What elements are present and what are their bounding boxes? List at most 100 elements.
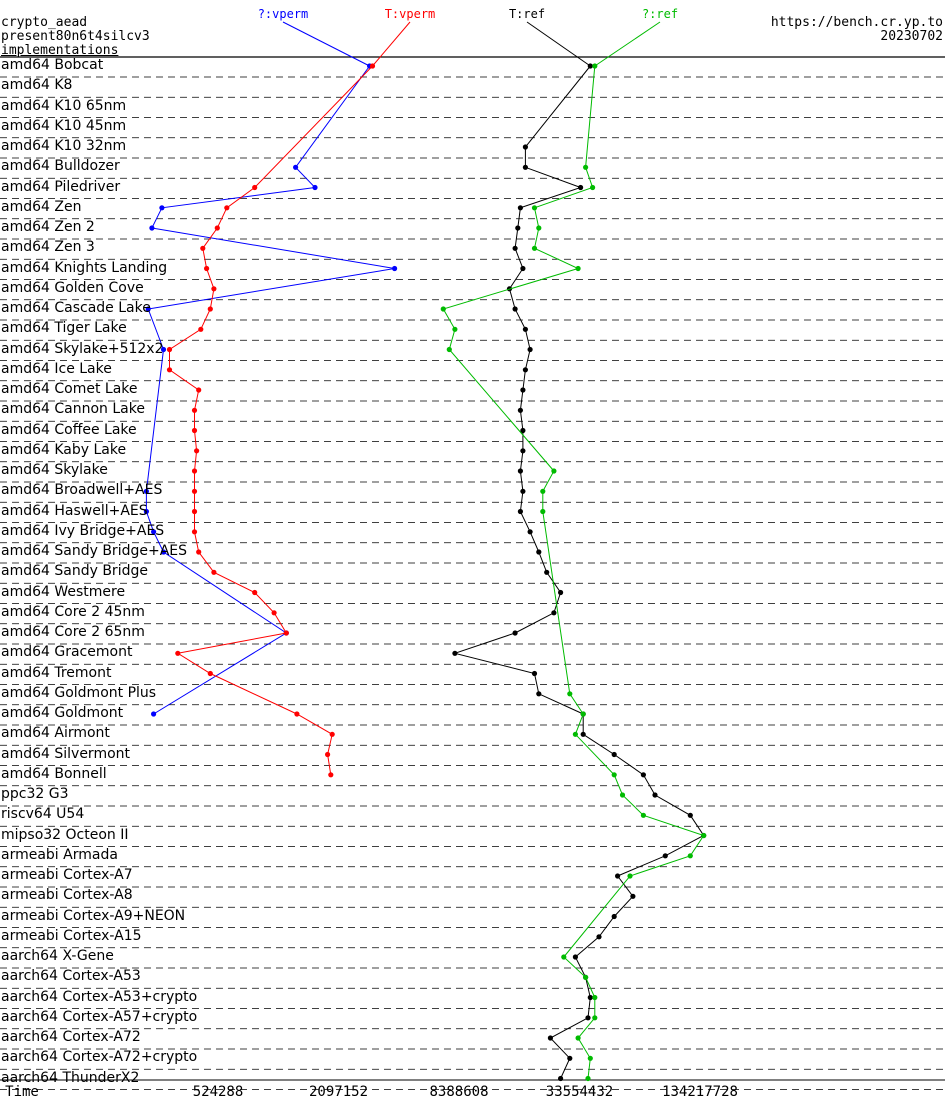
data-point xyxy=(252,589,258,596)
data-point xyxy=(652,792,658,798)
data-point xyxy=(567,691,573,697)
row-label: amd64 Cannon Lake xyxy=(1,401,145,418)
data-point xyxy=(191,468,198,474)
row-label: amd64 Coffee Lake xyxy=(1,421,137,438)
data-point xyxy=(517,407,524,413)
data-point xyxy=(630,893,636,899)
data-point xyxy=(166,346,173,353)
data-point xyxy=(558,589,564,596)
row-label: armeabi Armada xyxy=(1,846,118,863)
data-point xyxy=(517,468,524,474)
data-point xyxy=(522,144,529,150)
data-point xyxy=(196,387,202,393)
legend-connector xyxy=(594,21,661,67)
data-point xyxy=(536,225,542,231)
data-point xyxy=(536,549,542,555)
data-point xyxy=(151,529,157,535)
row-label: aarch64 Cortex-A72 xyxy=(1,1029,141,1045)
data-point xyxy=(587,994,593,1001)
data-point xyxy=(572,954,579,960)
data-point xyxy=(592,1015,598,1021)
legend-connector xyxy=(282,21,370,67)
row-label: aarch64 Cortex-A72+crypto xyxy=(1,1049,198,1066)
data-point xyxy=(544,569,550,575)
row-label: amd64 Goldmont xyxy=(1,705,124,721)
row-label: amd64 Piledriver xyxy=(1,178,121,195)
row-label: amd64 Core 2 45nm xyxy=(1,603,145,620)
row-label: amd64 Zen 2 xyxy=(1,219,95,235)
data-point xyxy=(512,306,518,312)
data-point xyxy=(204,265,210,272)
data-point xyxy=(520,265,526,272)
row-label: amd64 Knights Landing xyxy=(1,259,168,276)
data-point xyxy=(583,974,589,980)
row-label: amd64 Sandy Bridge+AES xyxy=(1,543,188,559)
row-label: amd64 Comet Lake xyxy=(1,381,138,397)
data-point xyxy=(214,225,220,231)
data-point xyxy=(558,1075,564,1082)
row-label: armeabi Cortex-A9+NEON xyxy=(1,907,186,924)
data-point xyxy=(561,954,567,960)
data-point xyxy=(580,711,586,717)
data-point xyxy=(512,630,518,636)
data-point xyxy=(512,245,518,251)
data-point xyxy=(149,225,155,231)
data-point xyxy=(575,1035,581,1041)
series-line-Tref xyxy=(453,65,705,1079)
series-line-vperm xyxy=(145,65,395,715)
data-point xyxy=(392,265,398,272)
data-point xyxy=(452,650,458,656)
data-point xyxy=(662,853,668,859)
row-label: aarch64 X-Gene xyxy=(1,948,114,964)
data-point xyxy=(551,610,557,616)
row-label: aarch64 Cortex-A57+crypto xyxy=(1,1008,198,1025)
legend-label: T:ref xyxy=(509,7,545,21)
data-point xyxy=(687,853,693,859)
data-point xyxy=(160,346,167,353)
data-point xyxy=(596,934,602,940)
row-label: amd64 Westmere xyxy=(1,583,126,600)
data-point xyxy=(517,508,524,515)
data-point xyxy=(515,225,521,231)
x-tick-label: 134217728 xyxy=(662,1084,738,1100)
data-point xyxy=(207,306,213,312)
data-point xyxy=(522,326,529,332)
data-point xyxy=(328,772,334,778)
data-point xyxy=(160,549,167,555)
data-point xyxy=(145,306,151,312)
row-label: aarch64 Cortex-A53+crypto xyxy=(1,988,198,1005)
row-label: aarch64 ThunderX2 xyxy=(1,1069,140,1086)
x-axis-label: Time xyxy=(5,1084,39,1100)
row-label: ppc32 G3 xyxy=(1,786,69,802)
data-point xyxy=(159,205,165,211)
row-label: armeabi Cortex-A8 xyxy=(1,887,133,904)
data-point xyxy=(198,326,204,332)
data-point xyxy=(196,549,202,555)
row-label: amd64 Sandy Bridge xyxy=(1,563,148,580)
x-tick-label: 8388608 xyxy=(429,1084,489,1100)
data-point xyxy=(143,488,149,494)
data-point xyxy=(572,731,579,737)
data-point xyxy=(175,650,181,656)
data-point xyxy=(522,367,529,373)
data-point xyxy=(191,508,198,515)
data-point xyxy=(578,184,584,191)
x-tick-label: 33554432 xyxy=(545,1084,614,1100)
legend-connector xyxy=(372,21,411,67)
x-tick-label: 524288 xyxy=(192,1084,244,1100)
site-url: https://bench.cr.yp.to xyxy=(770,15,943,30)
data-point xyxy=(211,286,217,292)
row-label: amd64 Goldmont Plus xyxy=(1,684,157,701)
data-point xyxy=(191,488,198,494)
row-label: armeabi Cortex-A7 xyxy=(1,867,133,883)
data-point xyxy=(540,508,546,515)
data-point xyxy=(592,994,598,1001)
data-point xyxy=(283,630,289,636)
legend-label: ?:ref xyxy=(642,7,678,21)
data-point xyxy=(294,711,300,717)
data-point xyxy=(551,468,557,474)
row-label: amd64 Core 2 65nm xyxy=(1,624,145,640)
data-point xyxy=(611,913,617,920)
row-label: aarch64 Cortex-A53 xyxy=(1,968,141,985)
